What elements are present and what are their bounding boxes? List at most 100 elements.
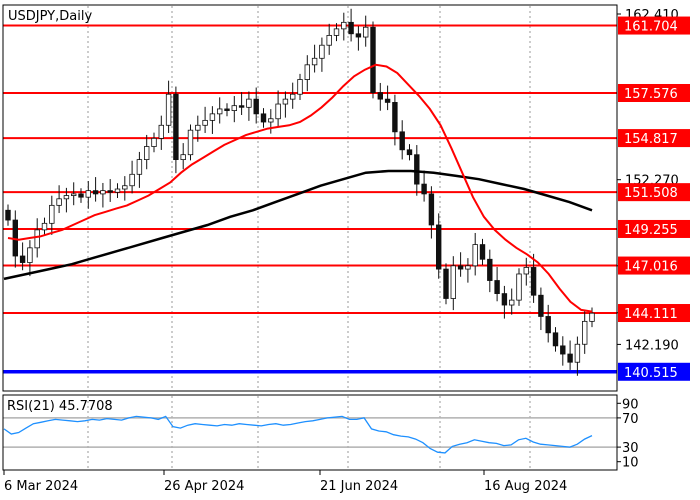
candle: [348, 8, 354, 42]
candle-body: [27, 247, 33, 263]
candle: [311, 44, 318, 73]
candle-body: [494, 280, 500, 294]
time-tick-label: 6 Mar 2024: [4, 479, 78, 494]
candle: [552, 327, 559, 352]
candle: [85, 181, 91, 209]
candle-body: [275, 103, 281, 120]
candle: [297, 73, 303, 100]
candle-body: [552, 332, 559, 347]
candle-body: [348, 21, 354, 35]
candle-body: [122, 185, 128, 190]
candle-body: [428, 193, 435, 226]
candle: [231, 96, 237, 123]
level-tag-label: 161.704: [624, 20, 678, 35]
candle-body: [85, 190, 91, 198]
candle: [260, 108, 267, 128]
candle-body: [107, 190, 113, 193]
candle-body: [136, 159, 143, 175]
level-tag-label: 154.817: [624, 132, 678, 147]
candle: [282, 91, 289, 118]
candle-body: [406, 149, 413, 156]
candle: [187, 124, 194, 161]
candle: [472, 232, 478, 276]
level-tag: 157.576: [618, 83, 690, 102]
candle-body: [538, 294, 544, 317]
candle-body: [545, 316, 551, 334]
candle: [465, 258, 471, 283]
candle: [435, 213, 442, 279]
candle: [501, 285, 508, 319]
time-axis: 6 Mar 2024 26 Apr 2024 21 Jun 2024 16 Aug 2…: [3, 470, 567, 494]
candle-body: [56, 198, 62, 206]
candle-body: [78, 193, 84, 198]
candle: [195, 115, 201, 142]
candle: [567, 340, 573, 370]
rsi-label: RSI(21) 45.7708: [7, 399, 113, 414]
candle: [268, 109, 274, 134]
candle: [494, 266, 500, 302]
candle: [41, 217, 48, 236]
candle-body: [143, 146, 150, 161]
candle-body: [114, 188, 121, 193]
candle: [560, 336, 566, 366]
candle-body: [589, 312, 595, 322]
level-tags: 161.704 157.576 154.817 151.508 149.255 147.0…: [618, 16, 690, 381]
candle: [370, 21, 376, 99]
level-tag-label: 140.515: [624, 366, 678, 381]
candle-body: [450, 265, 456, 299]
time-tick-label: 26 Apr 2024: [164, 479, 244, 494]
candle-body: [457, 265, 464, 270]
candle-body: [304, 64, 310, 80]
candle-body: [246, 98, 252, 108]
candle-body: [392, 102, 398, 133]
candle: [443, 263, 449, 305]
candle: [421, 170, 427, 202]
candle: [151, 132, 157, 153]
candle-body: [173, 93, 179, 160]
candle: [165, 80, 172, 133]
candle-body: [92, 190, 99, 195]
candle-body: [151, 137, 157, 147]
candle: [545, 304, 551, 343]
rsi-tick-label: 10: [622, 456, 639, 471]
candle: [122, 176, 128, 201]
candle: [173, 86, 179, 174]
candle-body: [421, 183, 427, 195]
candle-body: [319, 44, 325, 59]
level-tag-label: 157.576: [624, 87, 678, 102]
candle: [392, 94, 398, 146]
candle-body: [180, 154, 186, 161]
candle-body: [238, 105, 245, 108]
candle-body: [523, 267, 529, 275]
grid: [87, 6, 531, 469]
candle-body: [414, 154, 420, 185]
level-tag: 151.508: [618, 183, 690, 202]
rsi-panel: [3, 417, 617, 448]
candle: [92, 177, 99, 202]
candle: [399, 120, 405, 160]
candle-body: [560, 345, 566, 355]
candle-body: [187, 129, 194, 156]
sma-fast-line: [7, 63, 593, 313]
candle-body: [216, 108, 223, 115]
level-tag-box: [618, 219, 690, 238]
candle-body: [129, 173, 135, 187]
candle-body: [158, 124, 164, 139]
candle: [574, 336, 581, 376]
candle-body: [443, 268, 449, 299]
candle: [530, 253, 537, 303]
time-tick-label: 21 Jun 2024: [320, 479, 398, 494]
level-tag: 144.111: [618, 304, 690, 323]
candle-body: [268, 118, 274, 123]
candle: [63, 187, 70, 213]
candle: [538, 287, 544, 331]
candle: [209, 106, 216, 134]
sma-slow-line: [3, 169, 593, 281]
candle-body: [282, 98, 289, 105]
candle: [516, 268, 522, 306]
candle-body: [63, 195, 70, 200]
chart-title: USDJPY,Daily: [8, 9, 92, 24]
level-tag-label: 151.508: [624, 186, 678, 201]
candle: [71, 182, 77, 206]
candle: [508, 288, 515, 315]
